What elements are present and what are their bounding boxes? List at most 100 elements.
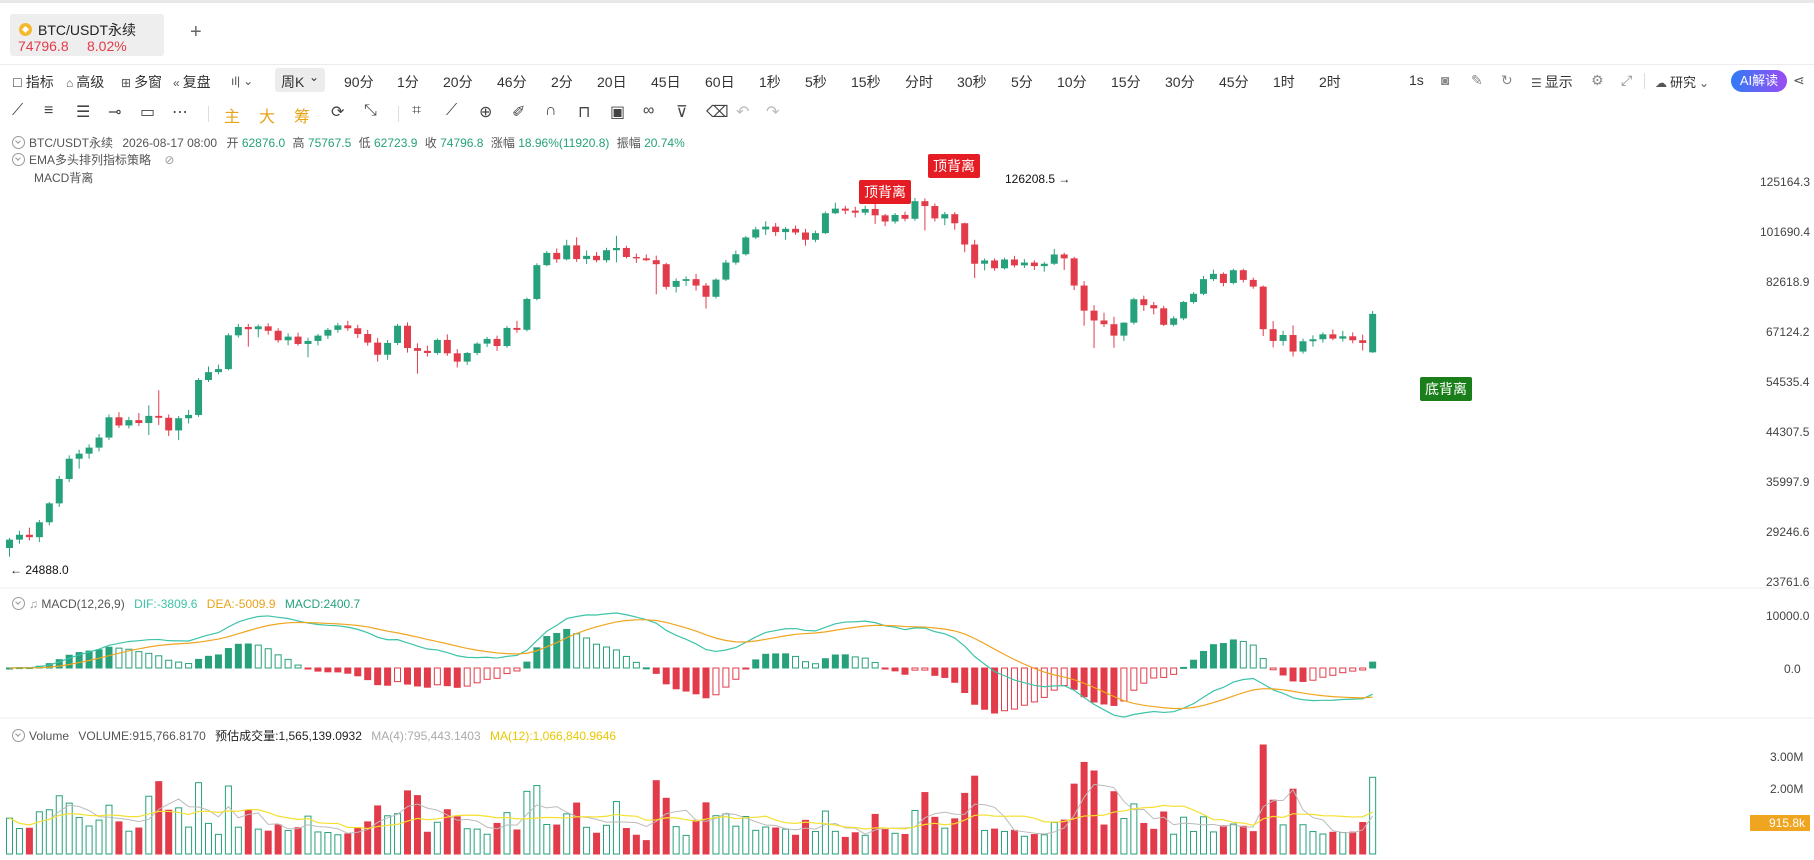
dotted-line-icon[interactable]: ⋯ — [172, 104, 188, 121]
fullscreen-icon[interactable]: ⤢ — [1621, 72, 1633, 88]
big-button[interactable]: 大 — [259, 109, 276, 126]
period-item[interactable]: 60日 — [705, 74, 735, 90]
macd-bar — [1209, 644, 1217, 669]
macd-bar — [1329, 667, 1337, 676]
volume-bar — [165, 809, 173, 855]
period-item[interactable]: 2分 — [551, 74, 573, 90]
share-icon[interactable]: ⋖ — [1793, 72, 1805, 88]
volume-bar — [1289, 788, 1297, 855]
brush-icon[interactable]: ✐ — [512, 104, 526, 121]
realtime-interval-button[interactable]: 1s — [1409, 72, 1424, 88]
strategy-legend: EMA多头排列指标策略 ⊘ — [12, 151, 174, 168]
collapse-icon[interactable] — [12, 729, 25, 742]
chevron-down-icon: ⌄ — [309, 70, 320, 84]
replay-label: 复盘 — [182, 74, 211, 90]
volume-bar — [1020, 835, 1028, 855]
magnet-icon[interactable]: ∩ — [545, 102, 557, 119]
period-item[interactable]: 10分 — [1057, 74, 1087, 90]
undo-icon[interactable]: ↶ — [736, 104, 750, 121]
macd-bar — [523, 661, 531, 669]
candle — [35, 520, 43, 543]
candle — [195, 378, 203, 417]
period-item[interactable]: 1时 — [1273, 74, 1295, 90]
redo-icon[interactable]: ↷ — [766, 104, 780, 121]
period-item[interactable]: 5分 — [1011, 74, 1033, 90]
symbol-tab[interactable]: BTC/USDT永续 74796.8 8.02% — [10, 14, 164, 56]
period-item[interactable]: 30分 — [1165, 74, 1195, 90]
period-item[interactable]: 15秒 — [851, 74, 881, 90]
toolbar-divider — [208, 106, 209, 122]
display-button[interactable]: ☰ 显示 — [1531, 72, 1573, 92]
zoom-icon[interactable]: ⊕ — [479, 104, 493, 121]
period-item[interactable]: 46分 — [497, 74, 527, 90]
replay-button[interactable]: «复盘 — [173, 72, 211, 92]
candle — [961, 222, 969, 253]
candle — [1080, 281, 1088, 326]
volume-bar — [1339, 832, 1347, 855]
ray-icon[interactable]: ⊸ — [108, 104, 122, 121]
collapse-icon[interactable] — [12, 153, 25, 166]
top-divergence-badge: 顶背离 — [928, 154, 980, 178]
candle — [234, 323, 242, 338]
period-item[interactable]: 1分 — [397, 74, 419, 90]
link-icon[interactable]: ∞ — [643, 102, 655, 119]
main-indicator-button[interactable]: 主 — [224, 109, 241, 126]
period-item[interactable]: 5秒 — [805, 74, 827, 90]
period-item[interactable]: 15分 — [1111, 74, 1141, 90]
period-item[interactable]: 45日 — [651, 74, 681, 90]
trash-icon[interactable]: ⌫ — [706, 104, 729, 121]
indicators-button[interactable]: ☐ 指标 — [12, 72, 54, 92]
period-item[interactable]: 2时 — [1319, 74, 1341, 90]
macd-bar — [961, 667, 969, 694]
candle — [513, 320, 521, 333]
hide-eye-icon[interactable]: ⊘ — [164, 153, 175, 167]
pencil-icon[interactable]: ✎ — [1471, 72, 1483, 88]
volume-bar — [752, 829, 760, 855]
macd-bar — [672, 667, 680, 690]
crop-icon[interactable]: ⌗ — [412, 102, 422, 119]
gear-icon[interactable]: ⚙ — [1591, 72, 1604, 88]
chips-button[interactable]: 筹 — [294, 109, 311, 126]
advanced-button[interactable]: ⌂ 高级 — [66, 72, 104, 92]
lock-icon[interactable]: ⊓ — [578, 104, 591, 121]
collapse-icon[interactable] — [12, 597, 25, 610]
period-item[interactable]: 30秒 — [957, 74, 987, 90]
camera-icon[interactable]: ◙ — [1441, 72, 1450, 88]
volume-bar — [1160, 811, 1168, 855]
research-button[interactable]: ☁ 研究 ⌄ — [1655, 72, 1712, 91]
collapse-icon[interactable] — [12, 136, 25, 149]
trend-line-icon[interactable]: ⟋ — [12, 102, 24, 119]
filter-icon[interactable]: ⊽ — [676, 104, 688, 121]
macd-bar — [354, 667, 362, 677]
volume-bar — [821, 810, 829, 855]
period-item[interactable]: 分时 — [905, 74, 933, 90]
screenshot-icon[interactable]: ▣ — [610, 104, 626, 121]
period-item[interactable]: 1秒 — [759, 74, 781, 90]
period-item[interactable]: 90分 — [344, 74, 374, 90]
period-item[interactable]: 20分 — [443, 74, 473, 90]
period-item[interactable]: 45分 — [1219, 74, 1249, 90]
chart-type-button[interactable]: ıl| ⌄ — [231, 72, 256, 88]
period-item[interactable]: 20日 — [597, 74, 627, 90]
candle — [1349, 332, 1357, 344]
candle — [1020, 259, 1028, 269]
refresh-icon[interactable]: ↻ — [1501, 72, 1513, 88]
bell-icon[interactable]: ♫ — [29, 597, 38, 611]
parallel-channel-icon[interactable]: ☰ — [76, 104, 91, 121]
price-axis-label: 101690.4 — [1760, 225, 1811, 239]
horizontal-lines-icon[interactable]: ≡ — [44, 102, 54, 119]
measure-icon[interactable]: ⤡ — [364, 102, 377, 119]
macd-bar — [762, 653, 770, 669]
volume-bar — [622, 828, 630, 855]
cycle-icon[interactable]: ⟳ — [331, 104, 345, 121]
volume-bar — [35, 811, 43, 855]
candle — [861, 205, 869, 216]
period-weekly-selected[interactable]: 周K ⌄ — [275, 68, 325, 92]
macd-bar — [1160, 667, 1168, 678]
multi-window-button[interactable]: ⊞ 多窗 — [121, 72, 162, 92]
add-tab-button[interactable]: + — [190, 21, 202, 43]
current-volume-tag: 915.8k — [1750, 815, 1810, 831]
ai-interpret-button[interactable]: AI解读 — [1731, 70, 1787, 92]
ruler-icon[interactable]: ⟋ — [446, 102, 458, 119]
rectangle-icon[interactable]: ▭ — [140, 104, 156, 121]
